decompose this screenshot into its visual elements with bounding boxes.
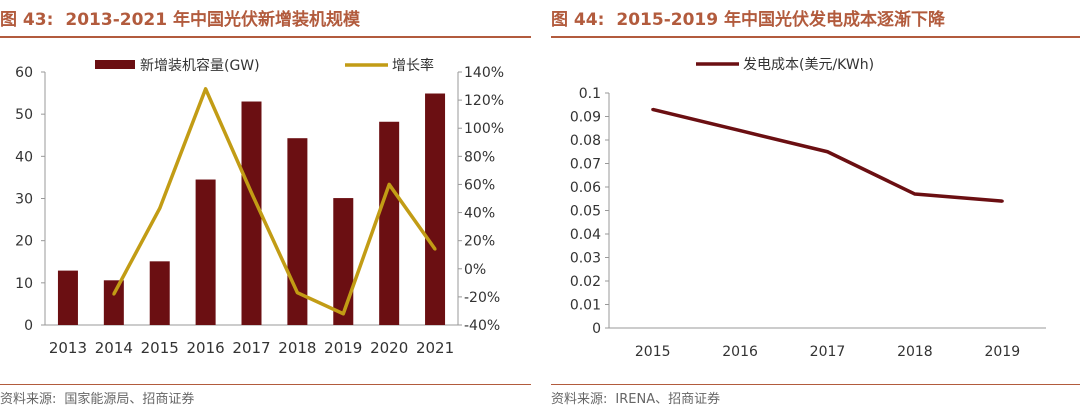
y-left-tick-label: 20 — [15, 234, 33, 250]
y-right-tick-label: 80% — [464, 149, 495, 165]
y-right-tick-label: -40% — [464, 318, 500, 334]
y-right-tick-label: 20% — [464, 234, 495, 250]
source-label: 资料来源: — [551, 392, 608, 407]
x-tick-label: 2019 — [984, 344, 1020, 360]
title-divider — [0, 36, 531, 38]
capacity-bar — [195, 179, 216, 325]
figure-43-title-text: 2013-2021 年中国光伏新增装机规模 — [65, 10, 360, 30]
y-tick-label: 0.08 — [570, 133, 601, 149]
y-left-tick-label: 50 — [15, 107, 33, 123]
x-tick-label: 2013 — [49, 339, 87, 357]
legend-capacity-swatch — [95, 60, 135, 69]
x-tick-label: 2018 — [278, 339, 316, 357]
x-tick-label: 2017 — [232, 339, 270, 357]
y-tick-label: 0.05 — [570, 204, 601, 220]
y-right-tick-label: -20% — [464, 290, 500, 306]
y-tick-label: 0.1 — [579, 86, 601, 102]
title-divider — [551, 36, 1080, 38]
capacity-bar — [333, 198, 354, 325]
capacity-bar — [103, 280, 124, 325]
source-text: 国家能源局、招商证券 — [64, 392, 195, 407]
legend-cost-label: 发电成本(美元/KWh) — [743, 57, 874, 73]
source-divider — [0, 384, 531, 385]
x-tick-label: 2015 — [635, 344, 671, 360]
y-right-tick-label: 100% — [464, 121, 504, 137]
y-tick-label: 0.01 — [570, 298, 601, 314]
growth-rate-point — [341, 312, 345, 316]
capacity-bar — [57, 270, 78, 325]
cost-point — [913, 192, 917, 196]
source-text: IRENA、招商证券 — [615, 392, 721, 407]
legend-capacity-label: 新增装机容量(GW) — [140, 57, 260, 74]
cost-point — [651, 107, 655, 111]
cost-point — [1000, 199, 1004, 203]
y-left-tick-label: 0 — [24, 318, 33, 334]
capacity-bar — [379, 121, 400, 325]
x-tick-label: 2014 — [95, 339, 133, 357]
cost-line — [652, 107, 1003, 203]
figure-43-title: 图 43: 2013-2021 年中国光伏新增装机规模 — [0, 6, 531, 34]
growth-rate-point — [433, 247, 437, 251]
source-divider — [551, 384, 1080, 385]
capacity-bar — [241, 101, 262, 325]
y-tick-label: 0 — [592, 321, 601, 337]
y-left-tick-label: 40 — [15, 149, 33, 165]
y-right-tick-label: 120% — [464, 93, 504, 109]
y-left-tick-label: 10 — [15, 276, 33, 292]
y-tick-label: 0.07 — [570, 157, 601, 173]
x-tick-label: 2016 — [722, 344, 758, 360]
x-tick-label: 2019 — [324, 339, 362, 357]
figure-43-panel: 图 43: 2013-2021 年中国光伏新增装机规模 0 10 20 30 40 50 60… — [0, 0, 531, 414]
x-tick-label: 2020 — [370, 339, 408, 357]
y-tick-label: 0.09 — [570, 110, 601, 126]
figure-44-title: 图 44: 2015-2019 年中国光伏发电成本逐渐下降 — [551, 6, 1080, 34]
capacity-bar — [425, 93, 446, 325]
x-tick-label: 2018 — [897, 344, 933, 360]
y-tick-label: 0.02 — [570, 274, 601, 290]
y-right-tick-label: 140% — [464, 65, 504, 81]
y-left-tick-label: 30 — [15, 192, 33, 208]
growth-rate-point — [204, 87, 208, 91]
figure-43-label: 图 43: — [0, 10, 54, 30]
y-right-tick-label: 40% — [464, 206, 495, 222]
x-tick-label: 2015 — [141, 339, 179, 357]
y-tick-label: 0.04 — [570, 227, 601, 243]
y-tick-label: 0.06 — [570, 180, 601, 196]
cost-point — [826, 150, 829, 154]
source-label: 资料来源: — [0, 392, 57, 407]
installed-capacity-chart: 0 10 20 30 40 50 60 -40% -20% 0% 20% 40% 60% 80% 100% 1… — [15, 57, 504, 357]
growth-rate-point — [250, 191, 253, 195]
growth-rate-point — [295, 291, 299, 295]
x-tick-label: 2017 — [810, 344, 846, 360]
growth-rate-point — [158, 206, 162, 210]
figure-44-label: 图 44: — [551, 10, 605, 30]
y-left-tick-label: 60 — [15, 65, 33, 81]
figure-44-panel: 图 44: 2015-2019 年中国光伏发电成本逐渐下降 0 0.01 0.02 0.… — [551, 0, 1080, 414]
generation-cost-chart: 0 0.01 0.02 0.03 0.04 0.05 0.06 0.07 0.08 0.09 0.1… — [570, 57, 1046, 360]
x-tick-label: 2021 — [416, 339, 454, 357]
growth-rate-point — [387, 182, 391, 186]
capacity-bar — [149, 261, 170, 325]
y-right-tick-label: 0% — [464, 262, 486, 278]
legend-growth-label: 增长率 — [392, 57, 434, 74]
figure-43-source: 资料来源: 国家能源局、招商证券 — [0, 388, 194, 407]
figure-44-source: 资料来源: IRENA、招商证券 — [551, 388, 720, 407]
y-tick-label: 0.03 — [570, 251, 601, 267]
growth-rate-line — [112, 87, 437, 316]
y-right-tick-label: 60% — [464, 177, 495, 193]
cost-point — [738, 129, 742, 133]
growth-rate-point — [112, 292, 116, 296]
x-tick-label: 2016 — [187, 339, 225, 357]
figure-44-title-text: 2015-2019 年中国光伏发电成本逐渐下降 — [616, 10, 945, 30]
